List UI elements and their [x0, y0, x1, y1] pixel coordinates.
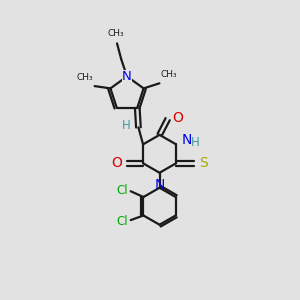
Text: H: H: [122, 119, 131, 132]
Text: CH₃: CH₃: [160, 70, 177, 79]
Text: O: O: [172, 111, 183, 125]
Text: N: N: [154, 178, 165, 192]
Text: S: S: [199, 156, 207, 170]
Text: Cl: Cl: [116, 184, 128, 196]
Text: Cl: Cl: [116, 215, 128, 228]
Text: CH₃: CH₃: [77, 73, 94, 82]
Text: O: O: [112, 156, 123, 170]
Text: CH₃: CH₃: [107, 29, 124, 38]
Text: N: N: [181, 133, 192, 147]
Text: N: N: [122, 70, 132, 83]
Text: H: H: [190, 136, 199, 148]
